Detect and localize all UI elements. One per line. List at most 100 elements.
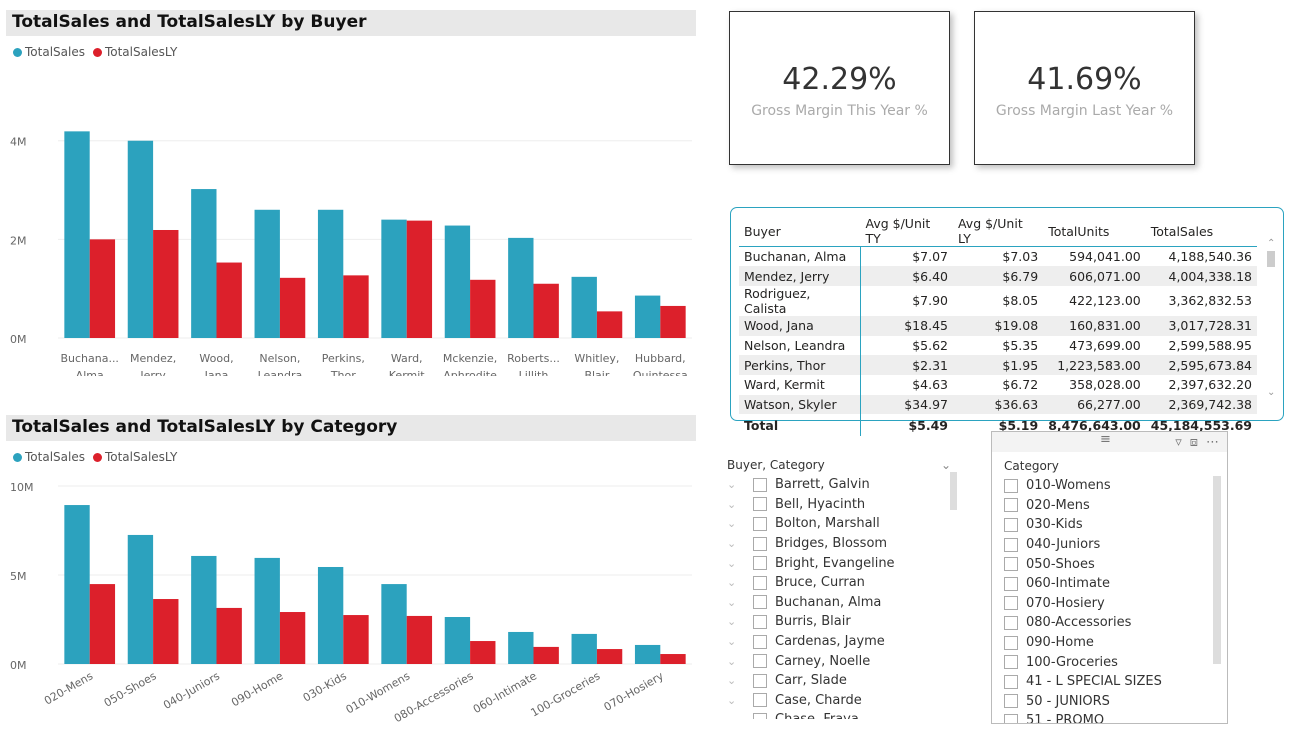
slicer-item[interactable]: ⌄ Bruce, Curran: [727, 573, 957, 593]
checkbox[interactable]: [753, 536, 767, 551]
expand-chevron-icon[interactable]: ⌄: [727, 576, 737, 590]
slicer-item[interactable]: 050-Shoes: [1004, 554, 1227, 574]
checkbox[interactable]: [1004, 713, 1018, 723]
expand-chevron-icon[interactable]: ⌄: [727, 595, 737, 609]
slicer-item[interactable]: 080-Accessories: [1004, 613, 1227, 633]
slicer-item[interactable]: ⌄ Bell, Hyacinth: [727, 495, 957, 515]
more-options-icon[interactable]: ⋯: [1206, 434, 1219, 450]
checkbox[interactable]: [753, 477, 767, 492]
checkbox[interactable]: [1004, 674, 1018, 689]
slicer-item[interactable]: 50 - JUNIORS: [1004, 692, 1227, 712]
checkbox[interactable]: [753, 556, 767, 571]
x-tick-label: 040-Juniors: [161, 669, 222, 712]
slicer-item[interactable]: ⌄ Bolton, Marshall: [727, 514, 957, 534]
checkbox[interactable]: [753, 614, 767, 629]
expand-chevron-icon[interactable]: ⌄: [727, 556, 737, 570]
checkbox[interactable]: [1004, 557, 1018, 572]
expand-chevron-icon[interactable]: ⌄: [727, 615, 737, 629]
slicer-item[interactable]: ⌄ Bright, Evangeline: [727, 553, 957, 573]
checkbox[interactable]: [753, 516, 767, 531]
slicer-item[interactable]: 060-Intimate: [1004, 574, 1227, 594]
slicer-item[interactable]: ⌄ Chase, Fraya: [727, 710, 957, 719]
checkbox[interactable]: [753, 693, 767, 708]
category-slicer[interactable]: ≡ ▿ ⧈ ⋯ Category 010-Womens 020-Mens 030-K…: [991, 431, 1228, 724]
expand-chevron-icon[interactable]: ⌄: [727, 693, 737, 707]
checkbox[interactable]: [1004, 498, 1018, 513]
kpi-card-gm-ly[interactable]: 41.69% Gross Margin Last Year %: [974, 11, 1195, 165]
slicer-item[interactable]: ⌄ Carney, Noelle: [727, 651, 957, 671]
expand-chevron-icon[interactable]: ⌄: [727, 517, 737, 531]
checkbox[interactable]: [1004, 635, 1018, 650]
checkbox[interactable]: [753, 673, 767, 688]
checkbox[interactable]: [753, 595, 767, 610]
table-row[interactable]: Rodriguez, Calista $7.90 $8.05 422,123.00 3,…: [739, 285, 1257, 316]
slicer-item[interactable]: ⌄ Cardenas, Jayme: [727, 632, 957, 652]
expand-chevron-icon[interactable]: ⌄: [727, 635, 737, 649]
slicer-item[interactable]: 100-Groceries: [1004, 652, 1227, 672]
checkbox[interactable]: [1004, 576, 1018, 591]
slicer-item[interactable]: 51 - PROMO: [1004, 711, 1227, 723]
legend-totalsalesly[interactable]: TotalSalesLY: [92, 45, 177, 59]
legend-totalsales[interactable]: TotalSales: [13, 450, 85, 464]
slicer-item[interactable]: ⌄ Barrett, Galvin: [727, 475, 957, 495]
slicer-item[interactable]: ⌄ Buchanan, Alma: [727, 593, 957, 613]
column-header[interactable]: Avg $/Unit LY: [952, 216, 1044, 247]
table-row[interactable]: Mendez, Jerry $6.40 $6.79 606,071.00 4,004,3…: [739, 266, 1257, 286]
expand-chevron-icon[interactable]: ⌄: [727, 537, 737, 551]
expand-chevron-icon[interactable]: ⌄: [727, 654, 737, 668]
slicer-item[interactable]: 040-Juniors: [1004, 535, 1227, 555]
checkbox[interactable]: [1004, 517, 1018, 532]
slicer-item[interactable]: 020-Mens: [1004, 496, 1227, 516]
checkbox[interactable]: [753, 497, 767, 512]
checkbox[interactable]: [753, 634, 767, 649]
checkbox[interactable]: [1004, 596, 1018, 611]
chevron-down-icon[interactable]: ⌄: [940, 458, 951, 472]
column-header[interactable]: TotalUnits: [1043, 216, 1146, 247]
legend-totalsales[interactable]: TotalSales: [13, 45, 85, 59]
table-row[interactable]: Watson, Skyler $34.97 $36.63 66,277.00 2,369…: [739, 394, 1257, 415]
checkbox[interactable]: [1004, 655, 1018, 670]
column-header[interactable]: TotalSales: [1145, 216, 1257, 247]
focus-mode-icon[interactable]: ⧈: [1189, 434, 1198, 450]
kpi-card-gm-ty[interactable]: 42.29% Gross Margin This Year %: [729, 11, 950, 165]
filter-icon[interactable]: ▿: [1175, 434, 1182, 450]
category-chart[interactable]: TotalSales and TotalSalesLY by Category …: [6, 415, 696, 725]
table-row[interactable]: Buchanan, Alma $7.07 $7.03 594,041.00 4,188,…: [739, 246, 1257, 267]
table-row[interactable]: Ward, Kermit $4.63 $6.72 358,028.00 2,397,63…: [739, 374, 1257, 395]
bar-totalsales: [381, 584, 407, 664]
column-header[interactable]: Buyer: [739, 216, 861, 247]
slicer-item[interactable]: 070-Hosiery: [1004, 594, 1227, 614]
checkbox[interactable]: [1004, 615, 1018, 630]
expand-chevron-icon[interactable]: ⌄: [727, 674, 737, 688]
slicer-item[interactable]: 090-Home: [1004, 633, 1227, 653]
expand-chevron-icon[interactable]: ⌄: [727, 497, 737, 511]
table-row[interactable]: Wood, Jana $18.45 $19.08 160,831.00 3,017,72…: [739, 315, 1257, 336]
slicer-item[interactable]: ⌄ Burris, Blair: [727, 612, 957, 632]
checkbox[interactable]: [1004, 478, 1018, 493]
table-row[interactable]: Nelson, Leandra $5.62 $5.35 473,699.00 2,599…: [739, 335, 1257, 356]
slicer-item[interactable]: ⌄ Case, Charde: [727, 691, 957, 711]
buyer-category-slicer[interactable]: Buyer, Category ⌄ ⌄ Barrett, Galvin ⌄ Bell,…: [727, 455, 957, 719]
checkbox[interactable]: [753, 575, 767, 590]
table-row[interactable]: Perkins, Thor $2.31 $1.95 1,223,583.00 2,595…: [739, 355, 1257, 375]
buyer-chart[interactable]: TotalSales and TotalSalesLY by Buyer Tot…: [6, 10, 696, 376]
slicer-scrollbar[interactable]: [1213, 476, 1221, 664]
expand-chevron-icon[interactable]: ⌄: [727, 478, 737, 492]
slicer-item[interactable]: 010-Womens: [1004, 476, 1227, 496]
x-tick-label: 100-Groceries: [529, 669, 603, 719]
checkbox[interactable]: [753, 712, 767, 719]
slicer-item[interactable]: ⌄ Bridges, Blossom: [727, 534, 957, 554]
slicer-item[interactable]: ⌄ Carr, Slade: [727, 671, 957, 691]
slicer-item[interactable]: 41 - L SPECIAL SIZES: [1004, 672, 1227, 692]
checkbox[interactable]: [753, 654, 767, 669]
checkbox[interactable]: [1004, 537, 1018, 552]
drag-handle-icon[interactable]: ≡: [1100, 432, 1111, 447]
legend-totalsalesly[interactable]: TotalSalesLY: [92, 450, 177, 464]
buyer-table[interactable]: Buyer Avg $/Unit TY Avg $/Unit LY TotalUnit…: [730, 207, 1284, 437]
expand-chevron-icon[interactable]: ⌄: [727, 713, 739, 719]
column-header[interactable]: Avg $/Unit TY: [860, 216, 953, 247]
slicer-scrollbar[interactable]: [950, 472, 957, 510]
table-scrollbar[interactable]: ⌃ ⌄: [1267, 238, 1276, 398]
checkbox[interactable]: [1004, 694, 1018, 709]
slicer-item[interactable]: 030-Kids: [1004, 515, 1227, 535]
